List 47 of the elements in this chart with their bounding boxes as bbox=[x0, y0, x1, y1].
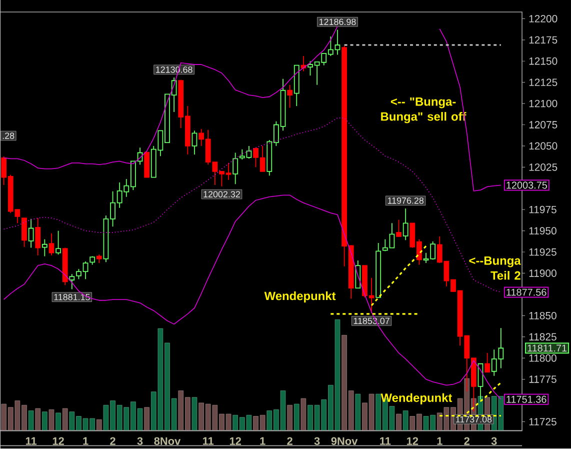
x-tick-label: 1 bbox=[437, 437, 442, 445]
text: 12002.32 bbox=[204, 191, 240, 198]
x-tick-label: 2 bbox=[287, 437, 292, 446]
x-tick-label: 8Nov bbox=[154, 437, 181, 446]
text: 11976.28 bbox=[388, 198, 424, 204]
x-tick-label: 1 bbox=[260, 437, 266, 445]
y-tick-label: 11850 bbox=[529, 312, 556, 320]
data-label: 12003.75 bbox=[506, 182, 548, 189]
x-tick-label: 1 bbox=[83, 437, 88, 445]
annotation: Wendepunkt bbox=[264, 292, 336, 303]
text: 12186.98 bbox=[319, 18, 356, 26]
annotation: Wendepunkt bbox=[380, 393, 452, 405]
y-tick-label: 11775 bbox=[529, 376, 556, 384]
text: 11881.15 bbox=[54, 294, 90, 300]
x-tick-label: 3 bbox=[491, 437, 497, 446]
x-tick-label: 11 bbox=[203, 437, 214, 445]
text: 11737.08 bbox=[456, 416, 492, 423]
x-tick-label: 12 bbox=[230, 437, 241, 446]
y-tick-label: 11900 bbox=[529, 270, 556, 278]
y-tick-label: 11725 bbox=[529, 418, 556, 426]
y-tick-label: 12025 bbox=[529, 164, 558, 172]
annotation: .28 bbox=[2, 132, 14, 140]
x-tick-label: 3 bbox=[137, 437, 143, 446]
y-tick-label: 12100 bbox=[529, 100, 558, 108]
x-tick-label: 9Nov bbox=[331, 437, 358, 446]
y-tick-label: 12175 bbox=[529, 36, 558, 44]
x-tick-label: 12 bbox=[406, 437, 418, 446]
y-tick-label: 12050 bbox=[529, 142, 558, 150]
data-label: 11877.56 bbox=[506, 288, 546, 296]
y-tick-label: 11950 bbox=[529, 227, 556, 235]
y-tick-label: 11800 bbox=[529, 354, 556, 362]
x-tick-label: 11 bbox=[26, 437, 37, 445]
x-tick-label: 2 bbox=[110, 437, 116, 446]
y-tick-label: 12200 bbox=[529, 15, 558, 23]
y-tick-label: 11925 bbox=[529, 248, 556, 256]
x-tick-label: 11 bbox=[380, 437, 391, 445]
x-tick-label: 3 bbox=[314, 437, 320, 446]
y-tick-label: 12125 bbox=[529, 78, 558, 86]
y-tick-label: 12075 bbox=[529, 121, 558, 129]
y-tick-label: 11975 bbox=[529, 206, 556, 214]
text: 11811.71 bbox=[528, 344, 567, 352]
x-tick-label: 12 bbox=[52, 437, 64, 446]
annotation: <--Bunga Teil 2 bbox=[469, 256, 521, 280]
x-tick-label: 2 bbox=[464, 437, 470, 446]
data-label: 11751.36 bbox=[506, 396, 546, 404]
y-tick-label: 12150 bbox=[529, 58, 558, 65]
y-tick-label: 11825 bbox=[529, 333, 556, 341]
